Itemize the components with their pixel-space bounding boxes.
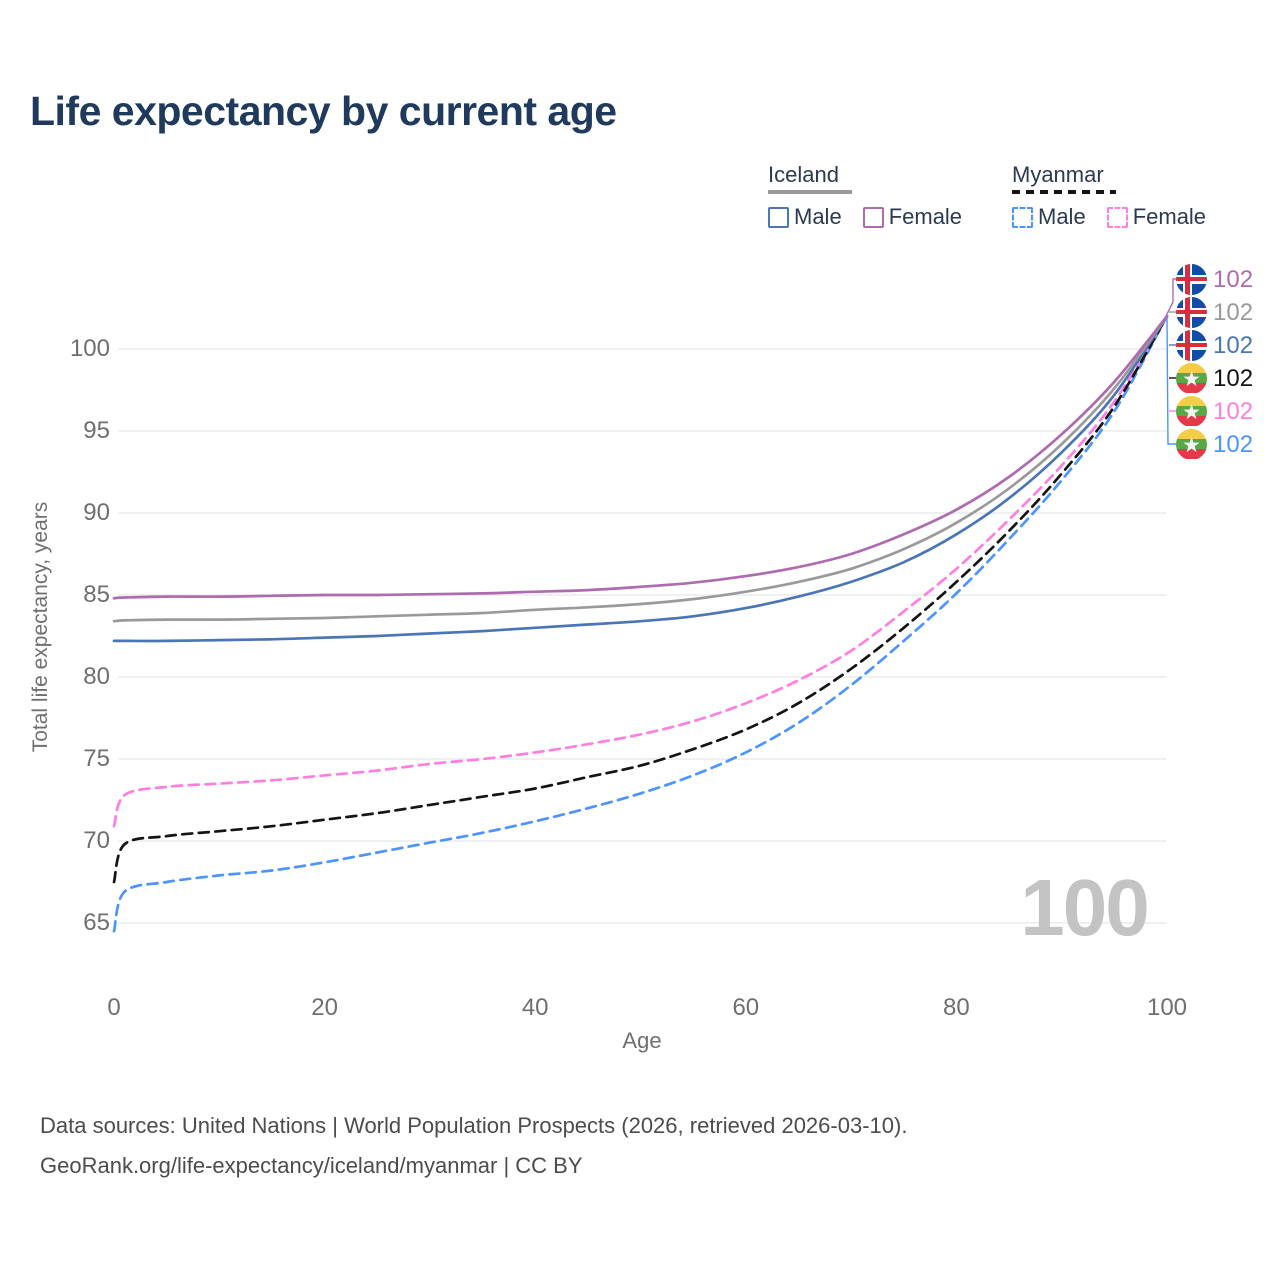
y-tick-label-80: 80 — [83, 663, 110, 690]
iceland_combined-line[interactable] — [112, 314, 1169, 623]
leader-line — [1165, 278, 1176, 317]
iceland-flag-icon — [1176, 296, 1207, 328]
end-value-badge-iceland_male: 102 — [1176, 329, 1254, 361]
myanmar_female-line[interactable] — [112, 314, 1169, 828]
legend-country-myanmar: Myanmar — [1012, 162, 1104, 187]
legend-group-myanmar: Myanmar Male Female — [1012, 163, 1206, 230]
x-tick-label-60: 60 — [732, 994, 760, 1021]
iceland-flag-icon — [1176, 263, 1207, 295]
x-tick-label-40: 40 — [521, 994, 549, 1021]
iceland_female-line[interactable] — [112, 314, 1169, 600]
myanmar-flag-icon: ★ — [1176, 428, 1207, 460]
end-value-label: 102 — [1213, 364, 1254, 392]
x-tick-label-0: 0 — [107, 994, 121, 1021]
legend-item-iceland-male[interactable]: Male — [768, 204, 842, 230]
y-tick-label-90: 90 — [83, 499, 110, 526]
legend-label-iceland-female: Female — [888, 204, 963, 229]
end-value-label: 102 — [1213, 265, 1254, 293]
y-tick-label-95: 95 — [83, 417, 110, 444]
myanmar_combined-line[interactable] — [112, 314, 1169, 884]
y-tick-label-100: 100 — [69, 335, 110, 362]
legend-label-iceland-male: Male — [794, 204, 842, 229]
y-tick-label-85: 85 — [83, 581, 110, 608]
myanmar-female-swatch-icon[interactable] — [1106, 206, 1128, 228]
age-watermark: 100 — [1020, 863, 1149, 952]
legend-item-iceland-female[interactable]: Female — [862, 204, 963, 230]
footer: Data sources: United Nations | World Pop… — [40, 1106, 907, 1186]
iceland-male-swatch-icon[interactable] — [768, 206, 789, 228]
iceland-combined-line-swatch — [768, 190, 852, 194]
myanmar-male-swatch-icon[interactable] — [1012, 206, 1033, 228]
legend-country-iceland: Iceland — [768, 162, 839, 187]
end-value-badge-iceland_female: 102 — [1176, 263, 1254, 295]
myanmar-flag-icon: ★ — [1176, 395, 1207, 427]
iceland-female-swatch-icon[interactable] — [862, 206, 884, 228]
end-value-label: 102 — [1213, 397, 1254, 425]
end-value-badge-iceland_combined: 102 — [1176, 296, 1254, 328]
x-axis-title: Age — [622, 1028, 662, 1053]
end-value-label: 102 — [1213, 331, 1254, 359]
page-title: Life expectancy by current age — [30, 88, 617, 134]
myanmar_male-line[interactable] — [112, 314, 1169, 933]
myanmar-flag-icon: ★ — [1176, 362, 1207, 394]
y-axis-title: Total life expectancy, years — [29, 501, 52, 753]
end-value-badge-myanmar_male: ★ 102 — [1176, 428, 1254, 460]
legend-label-myanmar-female: Female — [1132, 204, 1207, 229]
x-tick-label-100: 100 — [1146, 994, 1188, 1021]
legend-label-myanmar-male: Male — [1038, 204, 1086, 229]
end-value-label: 102 — [1213, 430, 1254, 458]
leader-line — [1166, 317, 1176, 445]
x-tick-label-20: 20 — [311, 994, 338, 1021]
legend-item-myanmar-female[interactable]: Female — [1106, 204, 1207, 230]
y-tick-label-70: 70 — [83, 827, 110, 854]
x-tick-label-80: 80 — [943, 994, 970, 1021]
footer-line-1: Data sources: United Nations | World Pop… — [40, 1113, 908, 1138]
myanmar-combined-line-swatch — [1012, 190, 1116, 194]
y-tick-label-65: 65 — [83, 909, 110, 936]
end-value-label: 102 — [1213, 298, 1254, 326]
end-value-badge-myanmar_combined: ★ 102 — [1176, 362, 1254, 394]
end-value-badge-myanmar_female: ★ 102 — [1176, 395, 1254, 427]
footer-line-2: GeoRank.org/life-expectancy/iceland/myan… — [40, 1153, 583, 1178]
legend-group-iceland: Iceland Male Female — [768, 163, 962, 230]
iceland-flag-icon — [1176, 329, 1207, 361]
legend-item-myanmar-male[interactable]: Male — [1012, 204, 1086, 230]
y-tick-label-75: 75 — [83, 745, 110, 772]
iceland_male-line[interactable] — [112, 314, 1169, 643]
